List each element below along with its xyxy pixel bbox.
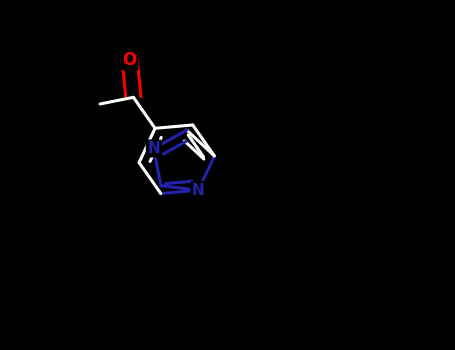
Text: N: N [192, 183, 205, 198]
Text: N: N [147, 141, 160, 156]
Text: O: O [122, 51, 137, 69]
